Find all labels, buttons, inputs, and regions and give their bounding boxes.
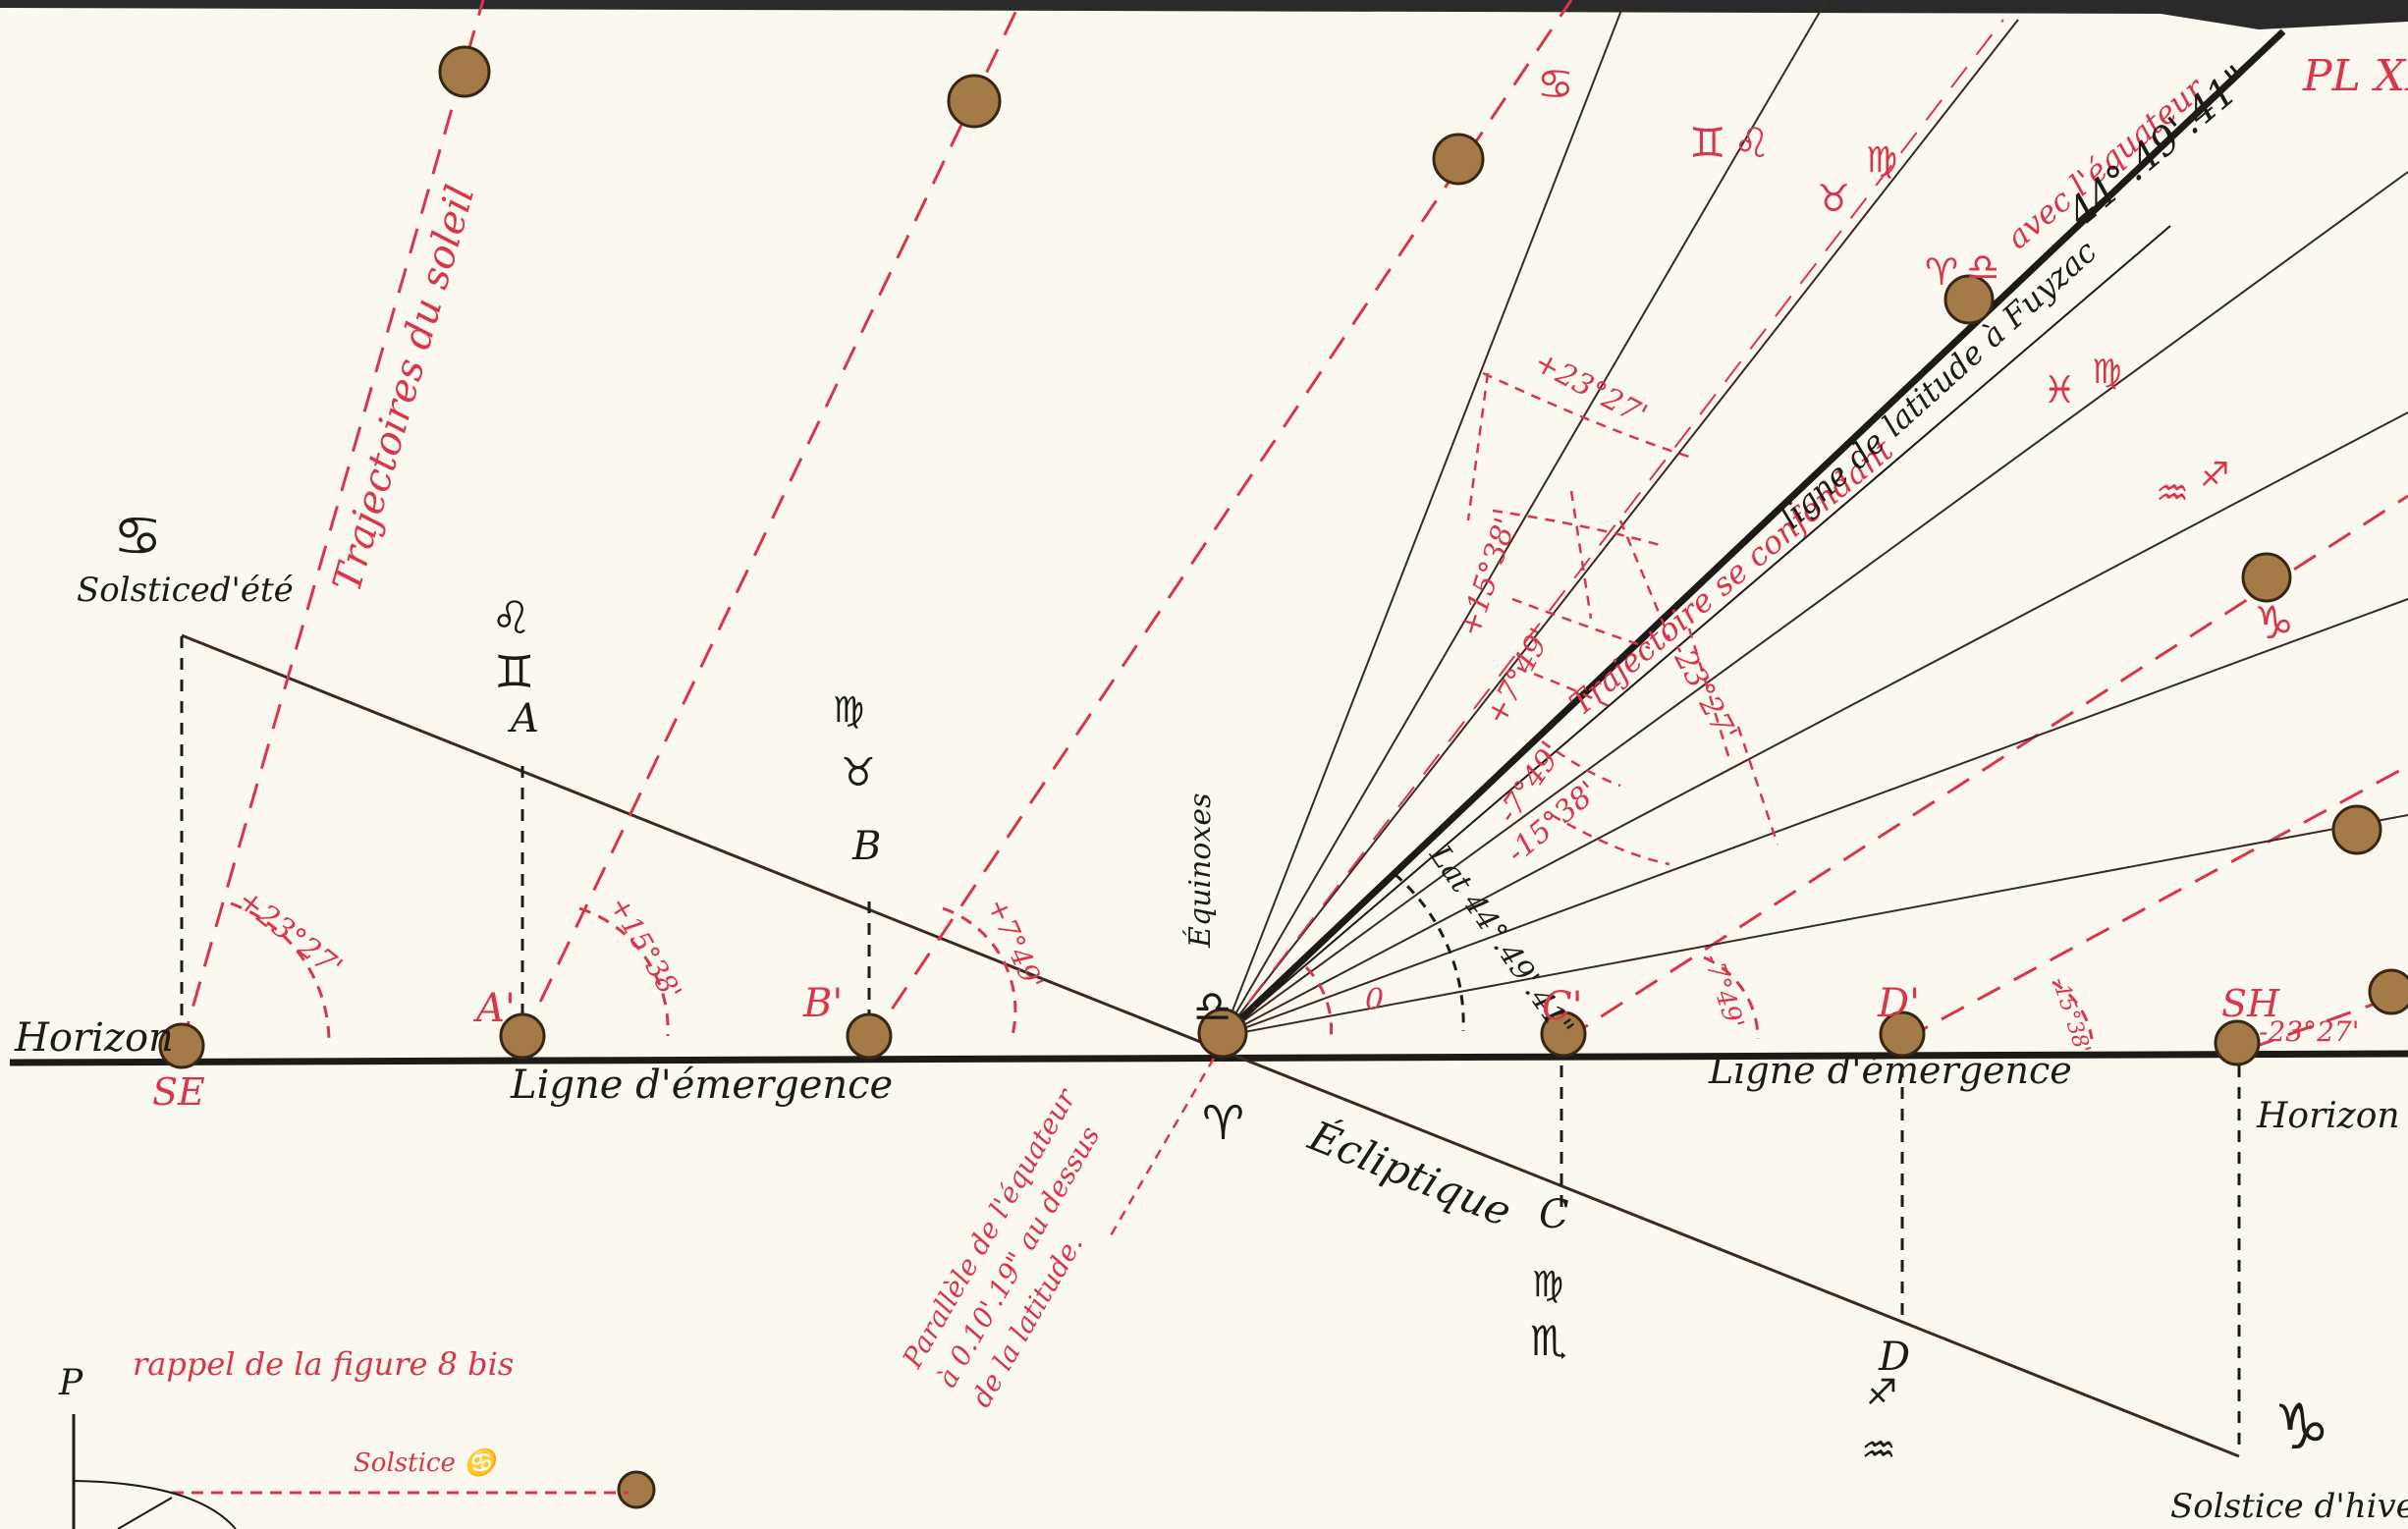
latitude-arc — [1394, 872, 1465, 1032]
aries-red: ♈ — [1925, 250, 1958, 294]
dot-equinox — [1197, 1008, 1248, 1059]
dot-right-1 — [2241, 552, 2292, 603]
virgo-red: ♍ — [1866, 140, 1897, 181]
virgo-symbol-c: ♍ — [1532, 1265, 1563, 1305]
point-b-label: B — [851, 824, 881, 869]
libra-symbol-center: ♎ — [1193, 982, 1231, 1032]
parallel-line — [1108, 1042, 1225, 1238]
sh-label: SH — [2221, 982, 2280, 1025]
solstice-ete-label: Solsticed'été — [77, 571, 294, 610]
inset-figure — [72, 1414, 629, 1529]
dot-se — [158, 1022, 205, 1069]
plate-label: PL XIII — [2302, 51, 2408, 101]
angle-right-3: -23°27' — [2259, 1015, 2359, 1048]
angle-arcs-left — [230, 901, 2094, 1042]
horizon-left-label: Horizon — [14, 1015, 174, 1061]
leo-symbol: ♌ — [491, 591, 531, 644]
point-a-label: A — [507, 696, 539, 741]
horizon-line — [9, 1050, 2408, 1066]
solstice-small-label: Solstice ♋ — [354, 1447, 500, 1478]
fan-neg-3: -23°27' — [1663, 635, 1743, 746]
fan-pos-3: +7°49' — [1479, 623, 1559, 731]
dot-top-2 — [947, 74, 1002, 129]
emergence-left-label: Ligne d'émergence — [510, 1063, 893, 1108]
aquarius-red: ♒ — [2156, 471, 2189, 515]
equator-line — [1222, 225, 2171, 1037]
fan-lines — [1222, 0, 2408, 1037]
capricorn-red: ♑ — [2254, 596, 2294, 649]
angle-zero: 0 — [1365, 983, 1384, 1017]
se-label: SE — [152, 1070, 205, 1114]
virgo-red-2: ♍ — [2092, 353, 2121, 392]
ecliptique-label: Écliptique — [1301, 1111, 1518, 1236]
point-d-prime-label: D' — [1877, 981, 1920, 1026]
angle-right-1: -7°49' — [1697, 951, 1749, 1033]
sun-trajectories-left — [180, 0, 1573, 1047]
fan-pos-1: +23°27' — [1528, 345, 1653, 432]
virgo-symbol-b: ♍ — [833, 690, 864, 731]
binding-strip — [0, 0, 2408, 29]
dot-inset — [617, 1470, 656, 1509]
dot-b-prime — [846, 1012, 893, 1060]
dot-right-2 — [2331, 804, 2382, 855]
dot-sh — [2214, 1019, 2261, 1066]
libra-red: ♎ — [1966, 246, 1999, 289]
angle-left-3: +7°49' — [981, 893, 1050, 995]
cancer-symbol-red: ♋ — [1537, 60, 1574, 108]
dot-c-prime — [1540, 1010, 1587, 1058]
cancer-symbol: ♋ — [113, 505, 162, 569]
dot-right-3 — [2368, 968, 2408, 1015]
sagittarius-red: ♐ — [2200, 456, 2229, 495]
equator-red-trajectory — [1222, 19, 2004, 1037]
taurus-red: ♉ — [1817, 177, 1850, 220]
dot-d-prime — [1879, 1010, 1926, 1058]
point-b-prime-label: B' — [802, 981, 843, 1026]
dot-top-3 — [1432, 133, 1485, 186]
leo-red: ♌ — [1733, 119, 1771, 167]
fan-arcs — [1466, 371, 1779, 866]
angle-left-1: +23°27' — [231, 883, 349, 985]
point-c-label: C — [1539, 1192, 1569, 1237]
fan-pos-2: +15°38' — [1452, 514, 1523, 640]
angle-right-2: -15°38' — [2047, 974, 2095, 1057]
trajectoires-label: Trajectoires du soleil — [324, 181, 483, 597]
latitude-line — [1220, 28, 2286, 1039]
dot-a-prime — [499, 1012, 546, 1060]
equinoxes-label: Équinoxes — [1182, 793, 1218, 949]
aries-symbol-center: ♈ — [1202, 1096, 1244, 1151]
gemini-leo-red: ♊ — [1689, 119, 1726, 167]
point-d-label: D — [1878, 1335, 1910, 1380]
point-c-prime-label: C' — [1542, 984, 1583, 1029]
gemini-symbol: ♊ — [494, 645, 534, 698]
scorpio-red: ♓ — [2043, 368, 2076, 411]
angle-left-2: +15°38' — [603, 891, 688, 1006]
sagittarius-symbol-d: ♐ — [1866, 1373, 1897, 1413]
taurus-symbol-b: ♉ — [841, 750, 876, 795]
capricorn-symbol: ♑ — [2273, 1392, 2329, 1464]
dot-top-1 — [438, 45, 491, 98]
latitude-value-label: 44°.49'.41" — [2058, 57, 2260, 236]
solstice-hiver-label: Solstice d'hiver — [2170, 1487, 2408, 1526]
point-a-prime-label: A' — [472, 986, 516, 1031]
aquarius-symbol-d: ♒ — [1861, 1428, 1896, 1473]
scorpio-symbol-c: ♏ — [1530, 1317, 1567, 1365]
dot-equator — [1943, 274, 1995, 325]
rappel-label: rappel de la figure 8 bis — [133, 1345, 514, 1383]
sun-dots — [158, 45, 2408, 1509]
p-label: P — [58, 1363, 83, 1403]
emergence-right-label: Ligne d'émergence — [1708, 1049, 2072, 1092]
horizon-right-label: Horizon — [2256, 1096, 2400, 1136]
